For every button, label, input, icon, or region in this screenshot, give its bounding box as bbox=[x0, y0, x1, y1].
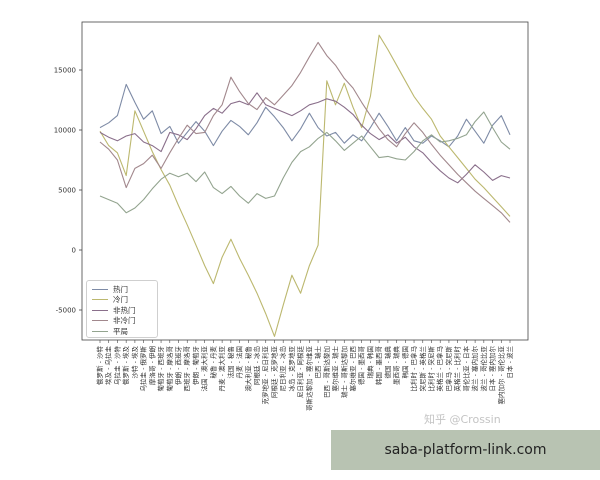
legend-swatch bbox=[92, 320, 108, 322]
x-tick-label: 阿根廷 - 克罗地亚 bbox=[269, 346, 278, 398]
legend-entry: 平局 bbox=[92, 326, 152, 337]
x-tick-label: 波兰 - 塞内加尔 bbox=[470, 346, 479, 392]
legend: 热门 冷门 非热门 非冷门 平局 bbox=[86, 280, 158, 338]
x-axis: 俄罗斯 - 沙特 埃及 - 乌拉圭 乌拉圭 - 沙特 俄罗斯 - 埃及 沙特 - 埃及乌… bbox=[95, 340, 514, 411]
series-line-非热门 bbox=[99, 92, 511, 184]
x-tick-label: 比利时 - 巴拿马 bbox=[409, 346, 418, 391]
x-tick-label: 韩国 - 德国 bbox=[400, 346, 409, 378]
legend-entry: 冷门 bbox=[92, 295, 152, 306]
x-tick-label: 秘鲁 - 丹麦 bbox=[208, 346, 217, 379]
watermark: 知乎 @Crossin bbox=[424, 413, 501, 426]
x-tick-label: 塞内加尔 - 哥伦比亚 bbox=[496, 346, 505, 405]
x-tick-label: 西班牙 - 摩洛哥 bbox=[182, 346, 191, 392]
legend-swatch bbox=[92, 330, 108, 332]
y-axis: -5000 0 5000 10000 15000 bbox=[54, 67, 82, 315]
x-tick-label: 阿根廷 - 冰岛 bbox=[252, 346, 261, 385]
legend-label: 平局 bbox=[113, 326, 128, 336]
x-tick-label: 日本 - 塞内加尔 bbox=[488, 346, 497, 392]
legend-swatch bbox=[92, 299, 108, 301]
y-tick-label: 15000 bbox=[54, 67, 76, 75]
series-line-热门 bbox=[99, 83, 511, 148]
x-tick-label: 巴西 - 哥斯达黎加 bbox=[322, 346, 331, 398]
legend-label: 冷门 bbox=[113, 295, 128, 305]
x-tick-label: 哥斯达黎加 - 塞尔维亚 bbox=[304, 346, 313, 411]
series-line-平局 bbox=[99, 111, 511, 214]
legend-entry: 非冷门 bbox=[92, 316, 152, 327]
x-tick-label: 摩洛哥 - 伊朗 bbox=[147, 346, 156, 385]
series-line-非冷门 bbox=[99, 41, 511, 223]
x-tick-label: 俄罗斯 - 埃及 bbox=[121, 346, 130, 385]
x-tick-label: 澳大利亚 - 秘鲁 bbox=[243, 346, 252, 391]
legend-label: 非冷门 bbox=[113, 316, 136, 326]
x-tick-label: 葡萄牙 - 摩洛哥 bbox=[165, 346, 174, 392]
x-tick-label: 英格兰 - 巴拿马 bbox=[435, 346, 444, 391]
legend-swatch bbox=[92, 288, 108, 290]
x-tick-label: 克罗地亚 - 尼日利亚 bbox=[261, 346, 270, 405]
series-line-冷门 bbox=[99, 34, 511, 337]
x-tick-label: 哥伦比亚 - 日本 bbox=[461, 346, 470, 392]
x-tick-label: 尼日利亚 - 阿根廷 bbox=[296, 346, 305, 398]
x-tick-label: 德国 - 瑞典 bbox=[383, 346, 392, 379]
x-tick-label: 波兰 - 哥伦比亚 bbox=[479, 346, 488, 392]
legend-entry: 热门 bbox=[92, 284, 152, 295]
plot-frame bbox=[81, 21, 529, 341]
x-tick-label: 冰岛 - 克罗地亚 bbox=[287, 346, 296, 392]
x-tick-label: 伊朗 - 西班牙 bbox=[174, 346, 183, 385]
y-tick-label: -5000 bbox=[56, 307, 76, 315]
legend-label: 热门 bbox=[113, 284, 128, 294]
x-tick-label: 韩国 - 墨西哥 bbox=[374, 346, 383, 385]
x-tick-label: 葡萄牙 - 西班牙 bbox=[156, 346, 165, 392]
x-tick-label: 瑞士 - 哥斯达黎加 bbox=[339, 346, 348, 398]
legend-entry: 非热门 bbox=[92, 305, 152, 316]
x-tick-label: 巴西 - 瑞士 bbox=[313, 346, 322, 379]
x-tick-label: 沙特 - 埃及 bbox=[130, 346, 139, 379]
x-tick-label: 俄罗斯 - 沙特 bbox=[95, 346, 104, 385]
x-tick-label: 法国 - 澳大利亚 bbox=[200, 346, 209, 392]
x-tick-label: 乌拉圭 - 沙特 bbox=[112, 346, 121, 385]
legend-swatch bbox=[92, 309, 108, 311]
x-tick-label: 墨西哥 - 瑞典 bbox=[392, 346, 401, 385]
legend-label: 非热门 bbox=[113, 305, 136, 315]
x-tick-label: 塞尔维亚 - 巴西 bbox=[348, 346, 357, 392]
x-tick-label: 乌拉圭 - 俄罗斯 bbox=[139, 346, 148, 392]
x-tick-label: 尼日利亚 - 冰岛 bbox=[278, 346, 287, 391]
y-tick-label: 10000 bbox=[54, 127, 76, 135]
x-tick-label: 日本 - 波兰 bbox=[505, 346, 514, 379]
y-tick-label: 0 bbox=[72, 247, 76, 255]
x-tick-label: 比利时 - 突尼斯 bbox=[426, 346, 435, 392]
banner-url[interactable]: saba-platform-link.com bbox=[384, 442, 547, 458]
x-tick-label: 丹麦 - 法国 bbox=[235, 346, 244, 378]
x-tick-label: 伊朗 - 葡萄牙 bbox=[191, 346, 200, 385]
series-layer bbox=[99, 34, 511, 337]
x-tick-label: 法国 - 秘鲁 bbox=[226, 346, 235, 378]
x-tick-label: 丹麦 - 澳大利亚 bbox=[217, 346, 226, 392]
x-tick-label: 巴拿马 - 突尼斯 bbox=[444, 346, 453, 392]
x-tick-label: 突尼斯 - 英格兰 bbox=[418, 346, 427, 392]
x-tick-label: 埃及 - 乌拉圭 bbox=[104, 346, 113, 385]
x-tick-label: 瑞典 - 韩国 bbox=[365, 346, 374, 378]
y-tick-label: 5000 bbox=[58, 187, 76, 195]
x-tick-label: 塞尔维亚 - 瑞士 bbox=[331, 346, 340, 392]
site-banner[interactable]: saba-platform-link.com bbox=[331, 430, 600, 470]
x-tick-label: 英格兰 - 比利时 bbox=[453, 346, 462, 392]
x-tick-label: 德国 - 墨西哥 bbox=[357, 346, 366, 385]
